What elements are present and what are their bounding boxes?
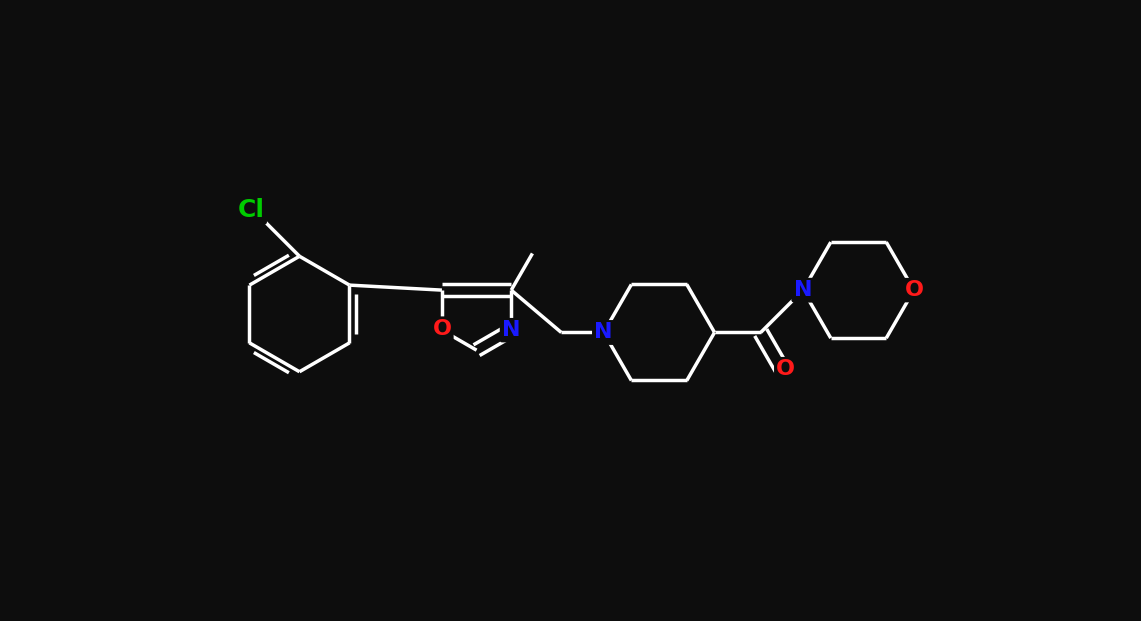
Text: Cl: Cl <box>237 198 265 222</box>
Text: N: N <box>502 320 520 340</box>
Text: N: N <box>594 322 613 342</box>
Text: O: O <box>776 359 795 379</box>
Text: N: N <box>794 280 812 300</box>
Text: O: O <box>432 319 452 338</box>
Text: N: N <box>794 280 812 300</box>
Text: N: N <box>594 322 613 342</box>
Text: O: O <box>905 280 923 300</box>
